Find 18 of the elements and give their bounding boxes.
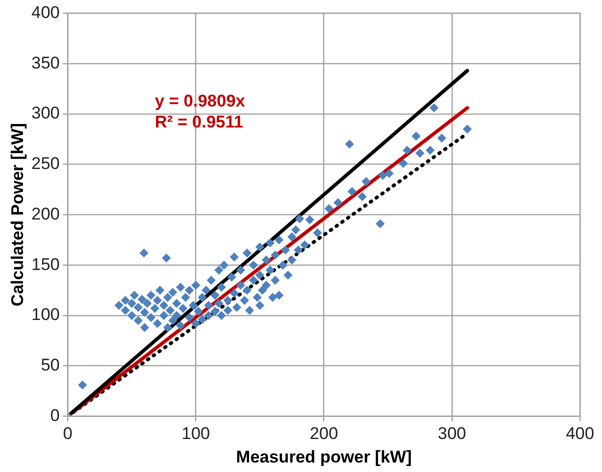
y-tick-label: 100 [31,305,60,324]
x-tick-label: 0 [63,424,72,444]
x-axis-title: Measured power [kW] [236,447,412,466]
y-tick-label: 50 [40,356,60,375]
annotation: y = 0.9809x [154,92,246,111]
y-tick-label: 200 [31,204,60,224]
x-tick-label: 100 [182,424,210,444]
y-tick-label: 150 [31,254,60,274]
y-axis-title: Calculated Power [kW] [8,123,27,306]
y-tick-label: 250 [31,154,60,174]
y-tick-label: 300 [31,104,60,123]
y-tick-label: 0 [50,406,60,425]
x-tick-label: 200 [310,424,338,444]
x-tick-label: 400 [566,424,594,444]
y-tick-label: 350 [31,53,60,72]
y-tick-label: 400 [31,2,60,22]
annotation: R² = 0.9511 [154,112,244,132]
x-tick-label: 300 [438,424,466,444]
